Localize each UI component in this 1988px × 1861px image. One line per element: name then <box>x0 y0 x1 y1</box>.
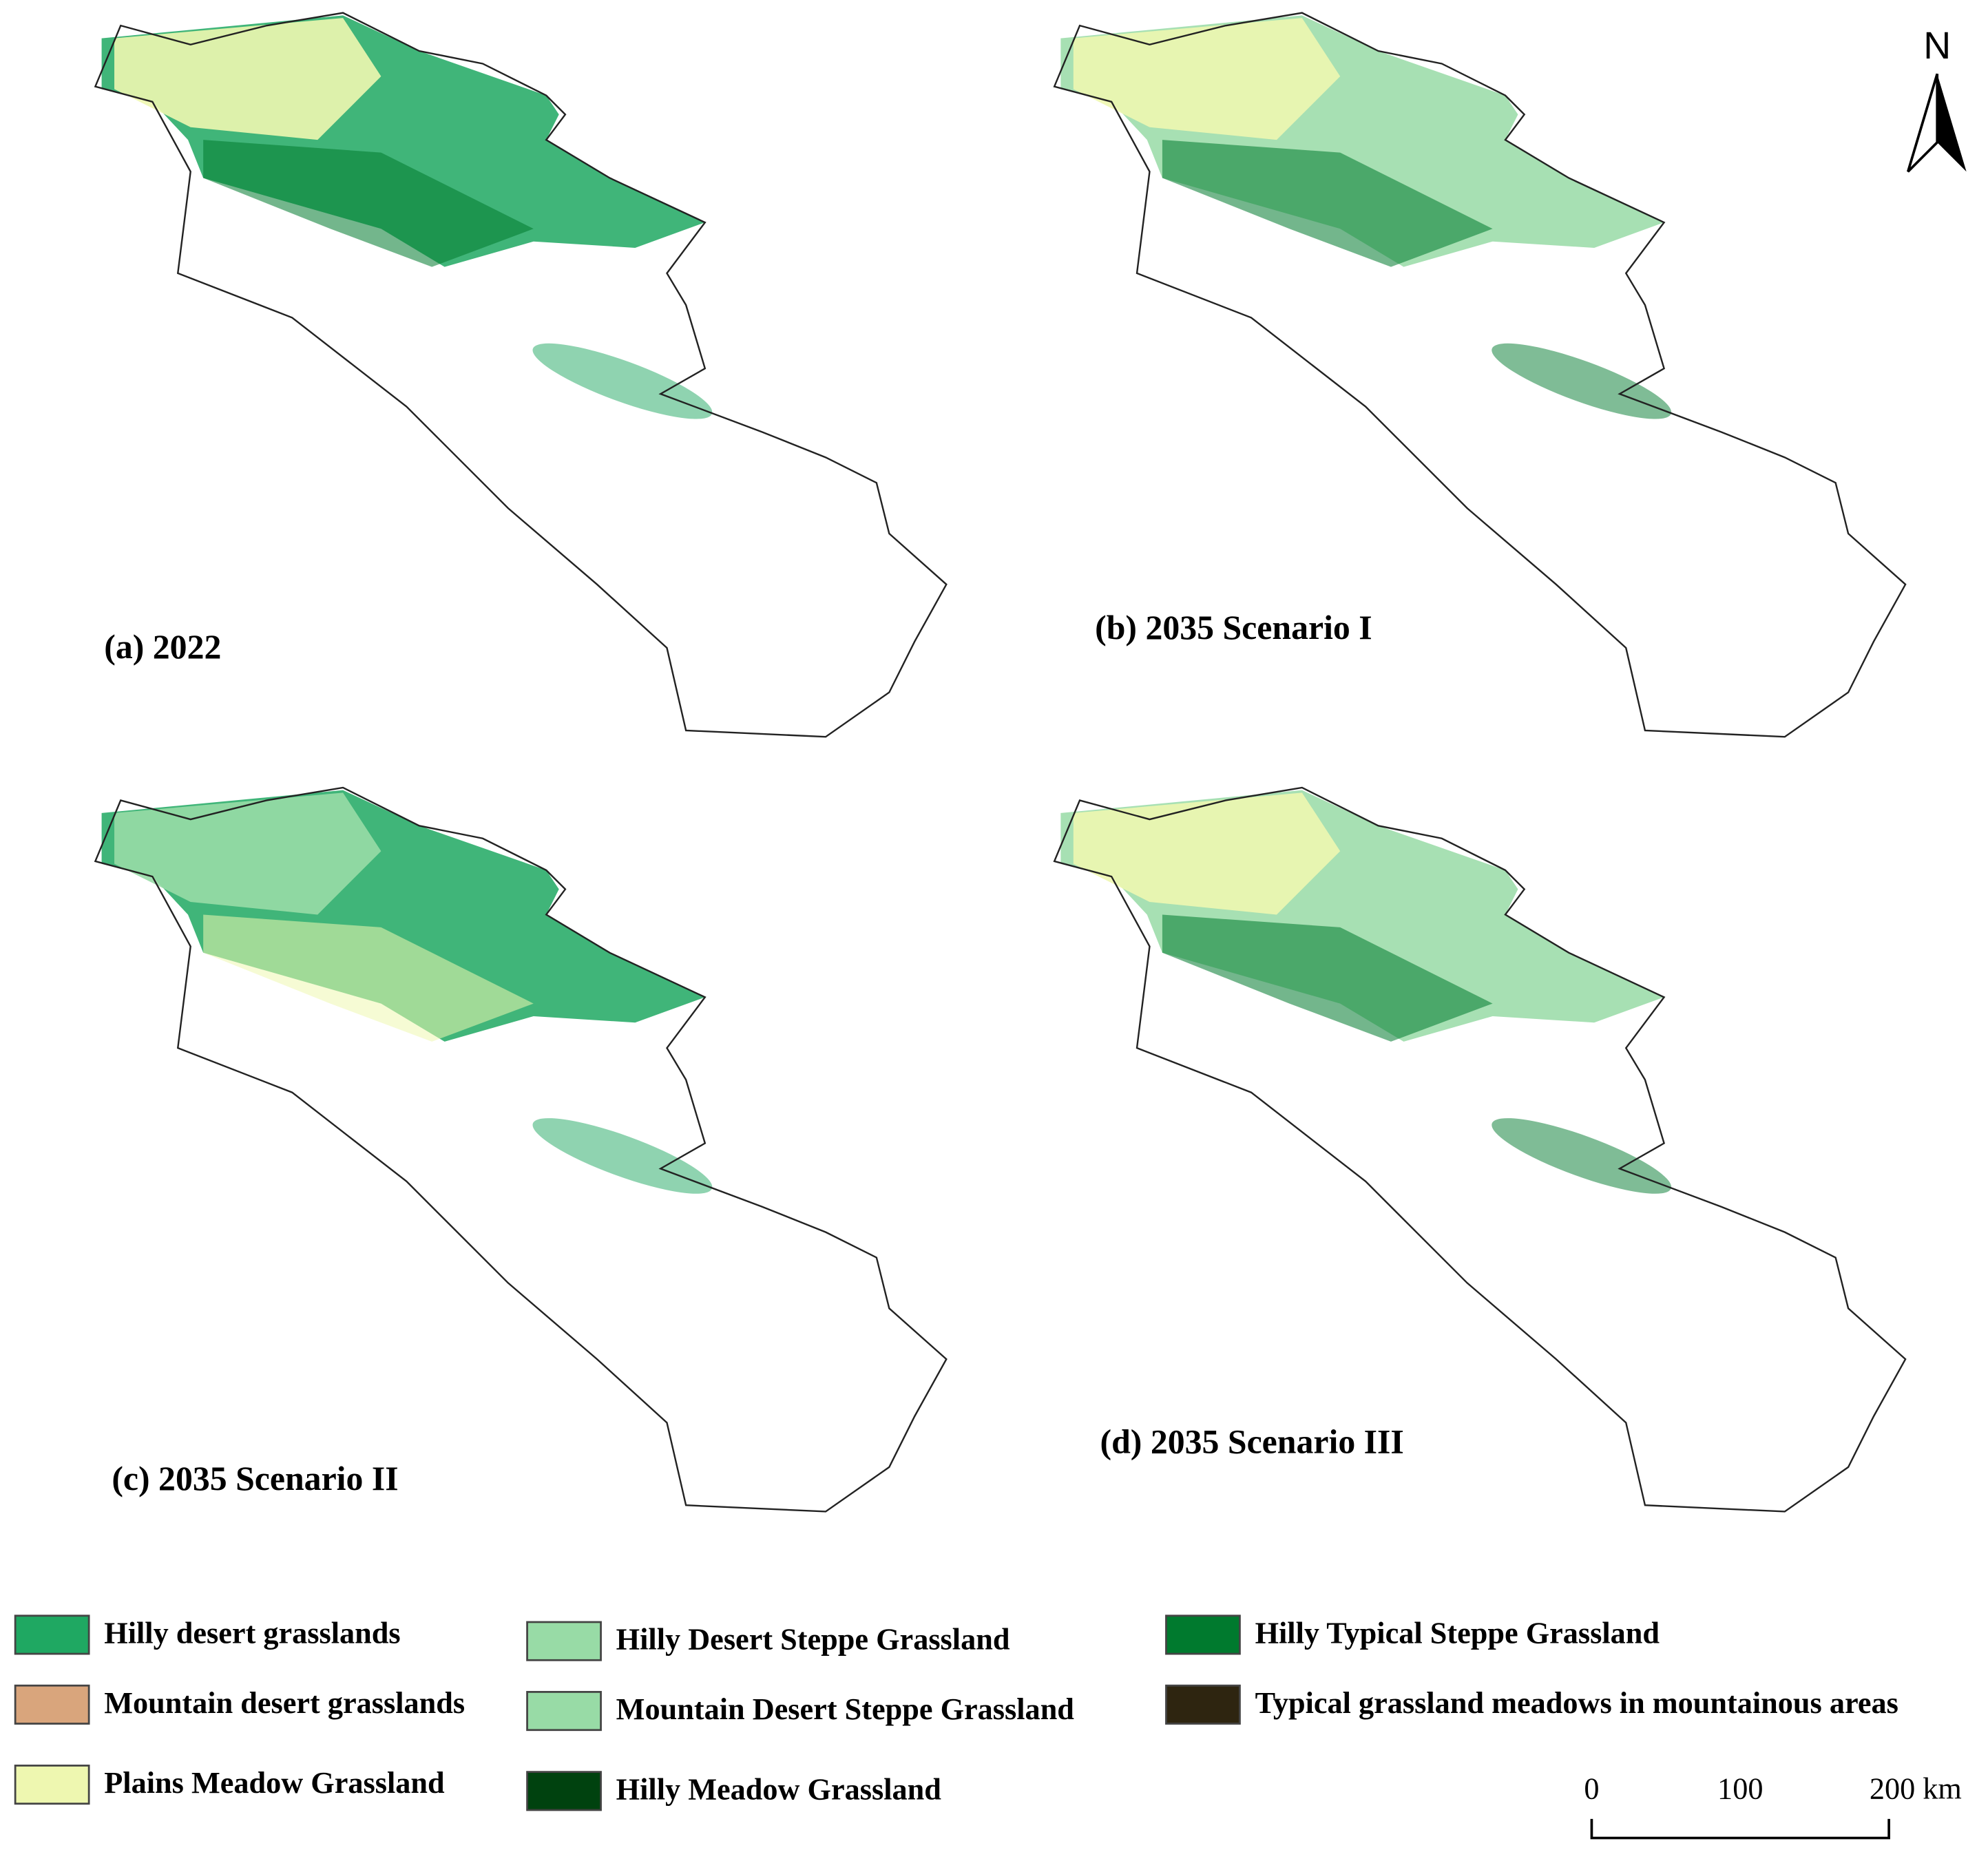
land-cover <box>532 1118 713 1194</box>
north-arrow-right <box>1937 74 1967 172</box>
legend-swatch <box>526 1621 602 1661</box>
scale-label: 200 km <box>1870 1771 1962 1805</box>
legend-label: Mountain Desert Steppe Grassland <box>616 1692 1075 1726</box>
legend-label: Hilly Desert Steppe Grassland <box>616 1623 1010 1657</box>
legend-label: Hilly desert grasslands <box>104 1616 400 1650</box>
region-outline <box>94 12 948 738</box>
land-cover <box>114 18 381 140</box>
land-cover <box>1492 1118 1672 1194</box>
panel-label: (a) 2022 <box>104 628 221 666</box>
land-cover <box>1073 18 1341 140</box>
legend-swatch <box>14 1684 90 1725</box>
legend-swatch <box>1165 1684 1241 1725</box>
map-panel <box>94 786 948 1513</box>
land-cover <box>203 914 534 1042</box>
land-cover <box>114 792 381 915</box>
map-panel <box>94 12 948 738</box>
legend-swatch <box>14 1765 90 1805</box>
legend-label: Typical grassland meadows in mountainous… <box>1255 1686 1898 1720</box>
scale-bar: 0 100 200 km <box>1584 1771 1962 1840</box>
maps <box>94 12 1907 1513</box>
scale-label: 0 <box>1584 1771 1599 1805</box>
region-outline <box>1053 12 1907 738</box>
legend: Hilly desert grasslands Mountain desert g… <box>14 1615 1898 1811</box>
land-cover <box>1492 343 1672 419</box>
north-arrow: N <box>1907 24 1967 173</box>
legend-swatch <box>14 1615 90 1655</box>
legend-label: Plains Meadow Grassland <box>104 1766 445 1800</box>
scale-label: 100 <box>1717 1771 1763 1805</box>
north-arrow-left <box>1907 73 1939 173</box>
land-cover <box>532 343 713 419</box>
scale-line <box>1590 1818 1890 1840</box>
land-cover <box>1162 140 1493 267</box>
legend-swatch <box>526 1691 602 1732</box>
panel-label: (c) 2035 Scenario II <box>112 1460 398 1497</box>
land-cover <box>203 140 534 267</box>
map-panel <box>1053 12 1907 738</box>
legend-swatch <box>1165 1615 1241 1655</box>
legend-swatch <box>526 1771 602 1811</box>
legend-label: Hilly Meadow Grassland <box>616 1772 942 1806</box>
map-panel <box>1053 786 1907 1513</box>
legend-label: Mountain desert grasslands <box>104 1686 465 1720</box>
panel-label: (b) 2035 Scenario I <box>1095 609 1372 646</box>
panel-label: (d) 2035 Scenario III <box>1100 1423 1404 1461</box>
land-cover <box>1162 914 1493 1042</box>
region-outline <box>1053 786 1907 1513</box>
legend-label: Hilly Typical Steppe Grassland <box>1255 1616 1660 1650</box>
north-label: N <box>1923 24 1951 67</box>
land-cover <box>1073 792 1341 915</box>
region-outline <box>94 786 948 1513</box>
